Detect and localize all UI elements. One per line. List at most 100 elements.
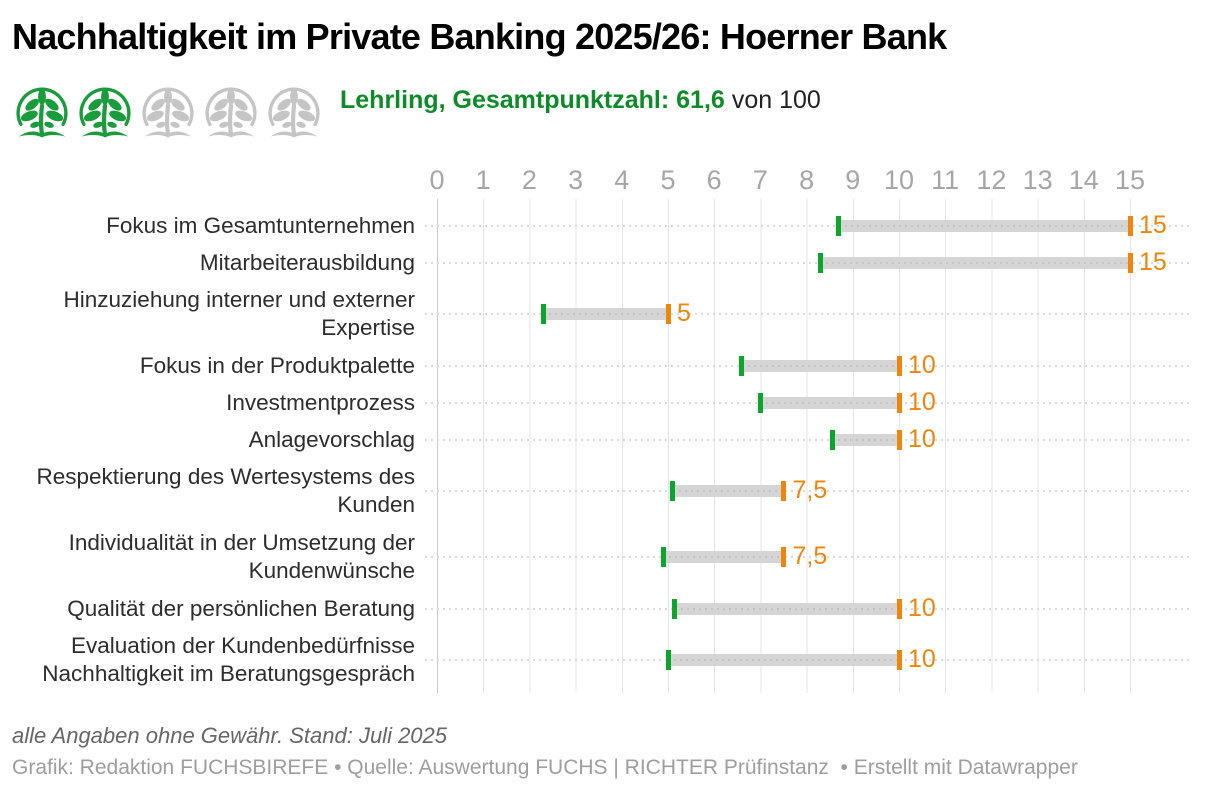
row-dotted-gridline xyxy=(425,261,1190,264)
score-marker-green xyxy=(540,304,546,325)
max-marker-orange xyxy=(665,304,671,325)
category-label-line: Expertise xyxy=(321,315,415,341)
plot-area: Fokus im Gesamtunternehmen 15 Mitarbeitera… xyxy=(10,199,1190,694)
tree-icon xyxy=(75,83,135,147)
range-bar xyxy=(820,256,1130,269)
category-label: Hinzuziehung interner und externer Expert… xyxy=(10,286,427,342)
x-axis-tick-label: 13 xyxy=(1022,165,1053,196)
chart-row: Fokus in der Produktpalette 10 xyxy=(10,347,1190,384)
page-title: Nachhaltigkeit im Private Banking 2025/2… xyxy=(12,16,947,57)
max-value-label: 10 xyxy=(908,387,936,416)
range-bar xyxy=(663,551,784,564)
x-axis-tick-label: 11 xyxy=(931,165,960,196)
chart-row: Respektierung des Wertesystems des Kunden… xyxy=(10,458,1190,524)
tree-icon xyxy=(201,83,261,147)
max-value-label: 15 xyxy=(1139,210,1167,239)
range-bar xyxy=(668,654,899,667)
range-bar xyxy=(760,396,899,409)
rating-row: Lehrling, Gesamtpunktzahl: 61,6 von 100 xyxy=(12,83,1190,147)
chart-row: Investmentprozess 10 xyxy=(10,384,1190,421)
max-value-label: 7,5 xyxy=(792,476,828,505)
disclaimer-note: alle Angaben ohne Gewähr. Stand: Juli 20… xyxy=(12,723,448,749)
row-dotted-gridline xyxy=(425,224,1190,227)
score-marker-green xyxy=(665,650,671,671)
max-marker-orange xyxy=(781,481,786,502)
x-axis-tick-label: 1 xyxy=(475,165,491,196)
score-marker-green xyxy=(817,252,823,273)
max-marker-orange xyxy=(1127,215,1133,236)
x-axis-tick-label: 12 xyxy=(976,165,1007,196)
category-label-line: Anlagevorschlag xyxy=(248,426,415,452)
range-bar xyxy=(741,359,899,372)
rating-subtitle: Lehrling, Gesamtpunktzahl: 61,6 von 100 xyxy=(340,85,821,115)
category-label-line: Individualität in der Umsetzung der xyxy=(68,530,415,556)
x-axis-tick-label: 6 xyxy=(706,165,722,196)
category-label: Individualität in der Umsetzung der Kunde… xyxy=(10,529,427,585)
max-marker-orange xyxy=(781,547,786,568)
row-dotted-gridline xyxy=(425,438,1190,441)
datawrapper-chart-page: Nachhaltigkeit im Private Banking 2025/2… xyxy=(10,16,1190,780)
x-axis-tick-label: 5 xyxy=(660,165,676,196)
chart-row: Evaluation der Kundenbedürfnisse Nachhalt… xyxy=(10,627,1190,693)
max-marker-orange xyxy=(896,429,902,450)
max-marker-orange xyxy=(896,598,902,619)
max-value-label: 10 xyxy=(908,645,936,674)
category-label-line: Nachhaltigkeit im Beratungsgespräch xyxy=(42,661,415,687)
score-marker-green xyxy=(672,598,678,619)
range-bar xyxy=(832,433,899,446)
max-marker-orange xyxy=(896,355,902,376)
x-axis-tick-label: 4 xyxy=(614,165,630,196)
x-axis-tick-label: 8 xyxy=(799,165,815,196)
x-axis-tick-label: 10 xyxy=(883,165,915,196)
max-value-label: 10 xyxy=(908,593,936,622)
category-label-line: Fokus im Gesamtunternehmen xyxy=(106,212,415,238)
category-label-line: Hinzuziehung interner und externer xyxy=(63,287,415,313)
range-bar xyxy=(838,219,1130,232)
category-label-line: Respektierung des Wertesystems des xyxy=(36,464,415,490)
row-dotted-gridline xyxy=(425,313,1190,316)
chart-row: Mitarbeiterausbildung 15 xyxy=(10,244,1190,281)
category-label: Fokus in der Produktpalette xyxy=(10,352,427,380)
category-label-line: Kundenwünsche xyxy=(248,558,415,584)
category-label: Investmentprozess xyxy=(10,389,427,417)
category-label: Anlagevorschlag xyxy=(10,426,427,454)
row-dotted-gridline xyxy=(425,556,1190,559)
category-label: Mitarbeiterausbildung xyxy=(10,249,427,277)
tree-icon xyxy=(264,83,324,147)
x-axis-tick-label: 3 xyxy=(568,165,584,196)
max-value-label: 5 xyxy=(677,299,691,328)
range-bar xyxy=(543,308,668,321)
score-marker-green xyxy=(670,481,676,502)
score-marker-green xyxy=(829,429,835,450)
chart-row: Individualität in der Umsetzung der Kunde… xyxy=(10,524,1190,590)
score-marker-green xyxy=(757,392,763,413)
chart-row: Qualität der persönlichen Beratung 10 xyxy=(10,590,1190,627)
category-label: Respektierung des Wertesystems des Kunden xyxy=(10,463,427,519)
chart-row: Anlagevorschlag 10 xyxy=(10,421,1190,458)
x-axis-tick-label: 14 xyxy=(1068,165,1099,196)
tree-rating xyxy=(12,83,324,147)
chart-row: Fokus im Gesamtunternehmen 15 xyxy=(10,207,1190,244)
max-marker-orange xyxy=(896,650,902,671)
category-label: Fokus im Gesamtunternehmen xyxy=(10,212,427,240)
rating-highlight: Lehrling, Gesamtpunktzahl: 61,6 xyxy=(340,86,725,115)
credits-line: Grafik: Redaktion FUCHSBIREFE • Quelle: … xyxy=(12,756,1078,780)
category-label-line: Evaluation der Kundenbedürfnisse xyxy=(71,633,415,659)
max-value-label: 10 xyxy=(908,350,936,379)
category-label-line: Qualität der persönlichen Beratung xyxy=(67,595,415,621)
range-bar xyxy=(674,602,899,615)
max-value-label: 15 xyxy=(1139,247,1167,276)
x-axis-tick-label: 7 xyxy=(752,165,768,196)
max-marker-orange xyxy=(896,392,902,413)
range-bar xyxy=(672,485,784,498)
tree-icon xyxy=(138,83,198,147)
score-marker-green xyxy=(739,355,745,376)
chart-footer: alle Angaben ohne Gewähr. Stand: Juli 20… xyxy=(12,723,1190,780)
category-label-line: Fokus in der Produktpalette xyxy=(139,352,415,378)
tree-icon xyxy=(12,83,72,147)
category-label: Evaluation der Kundenbedürfnisse Nachhalt… xyxy=(10,632,427,688)
x-axis-tick-label: 15 xyxy=(1114,165,1146,196)
range-chart: 0 1 2 3 4 5 6 7 8 9 10 11 12 13 14 15 Fokus im Gesamtun… xyxy=(10,165,1190,694)
score-marker-green xyxy=(660,547,666,568)
x-axis: 0 1 2 3 4 5 6 7 8 9 10 11 12 13 14 15 xyxy=(10,165,1190,199)
